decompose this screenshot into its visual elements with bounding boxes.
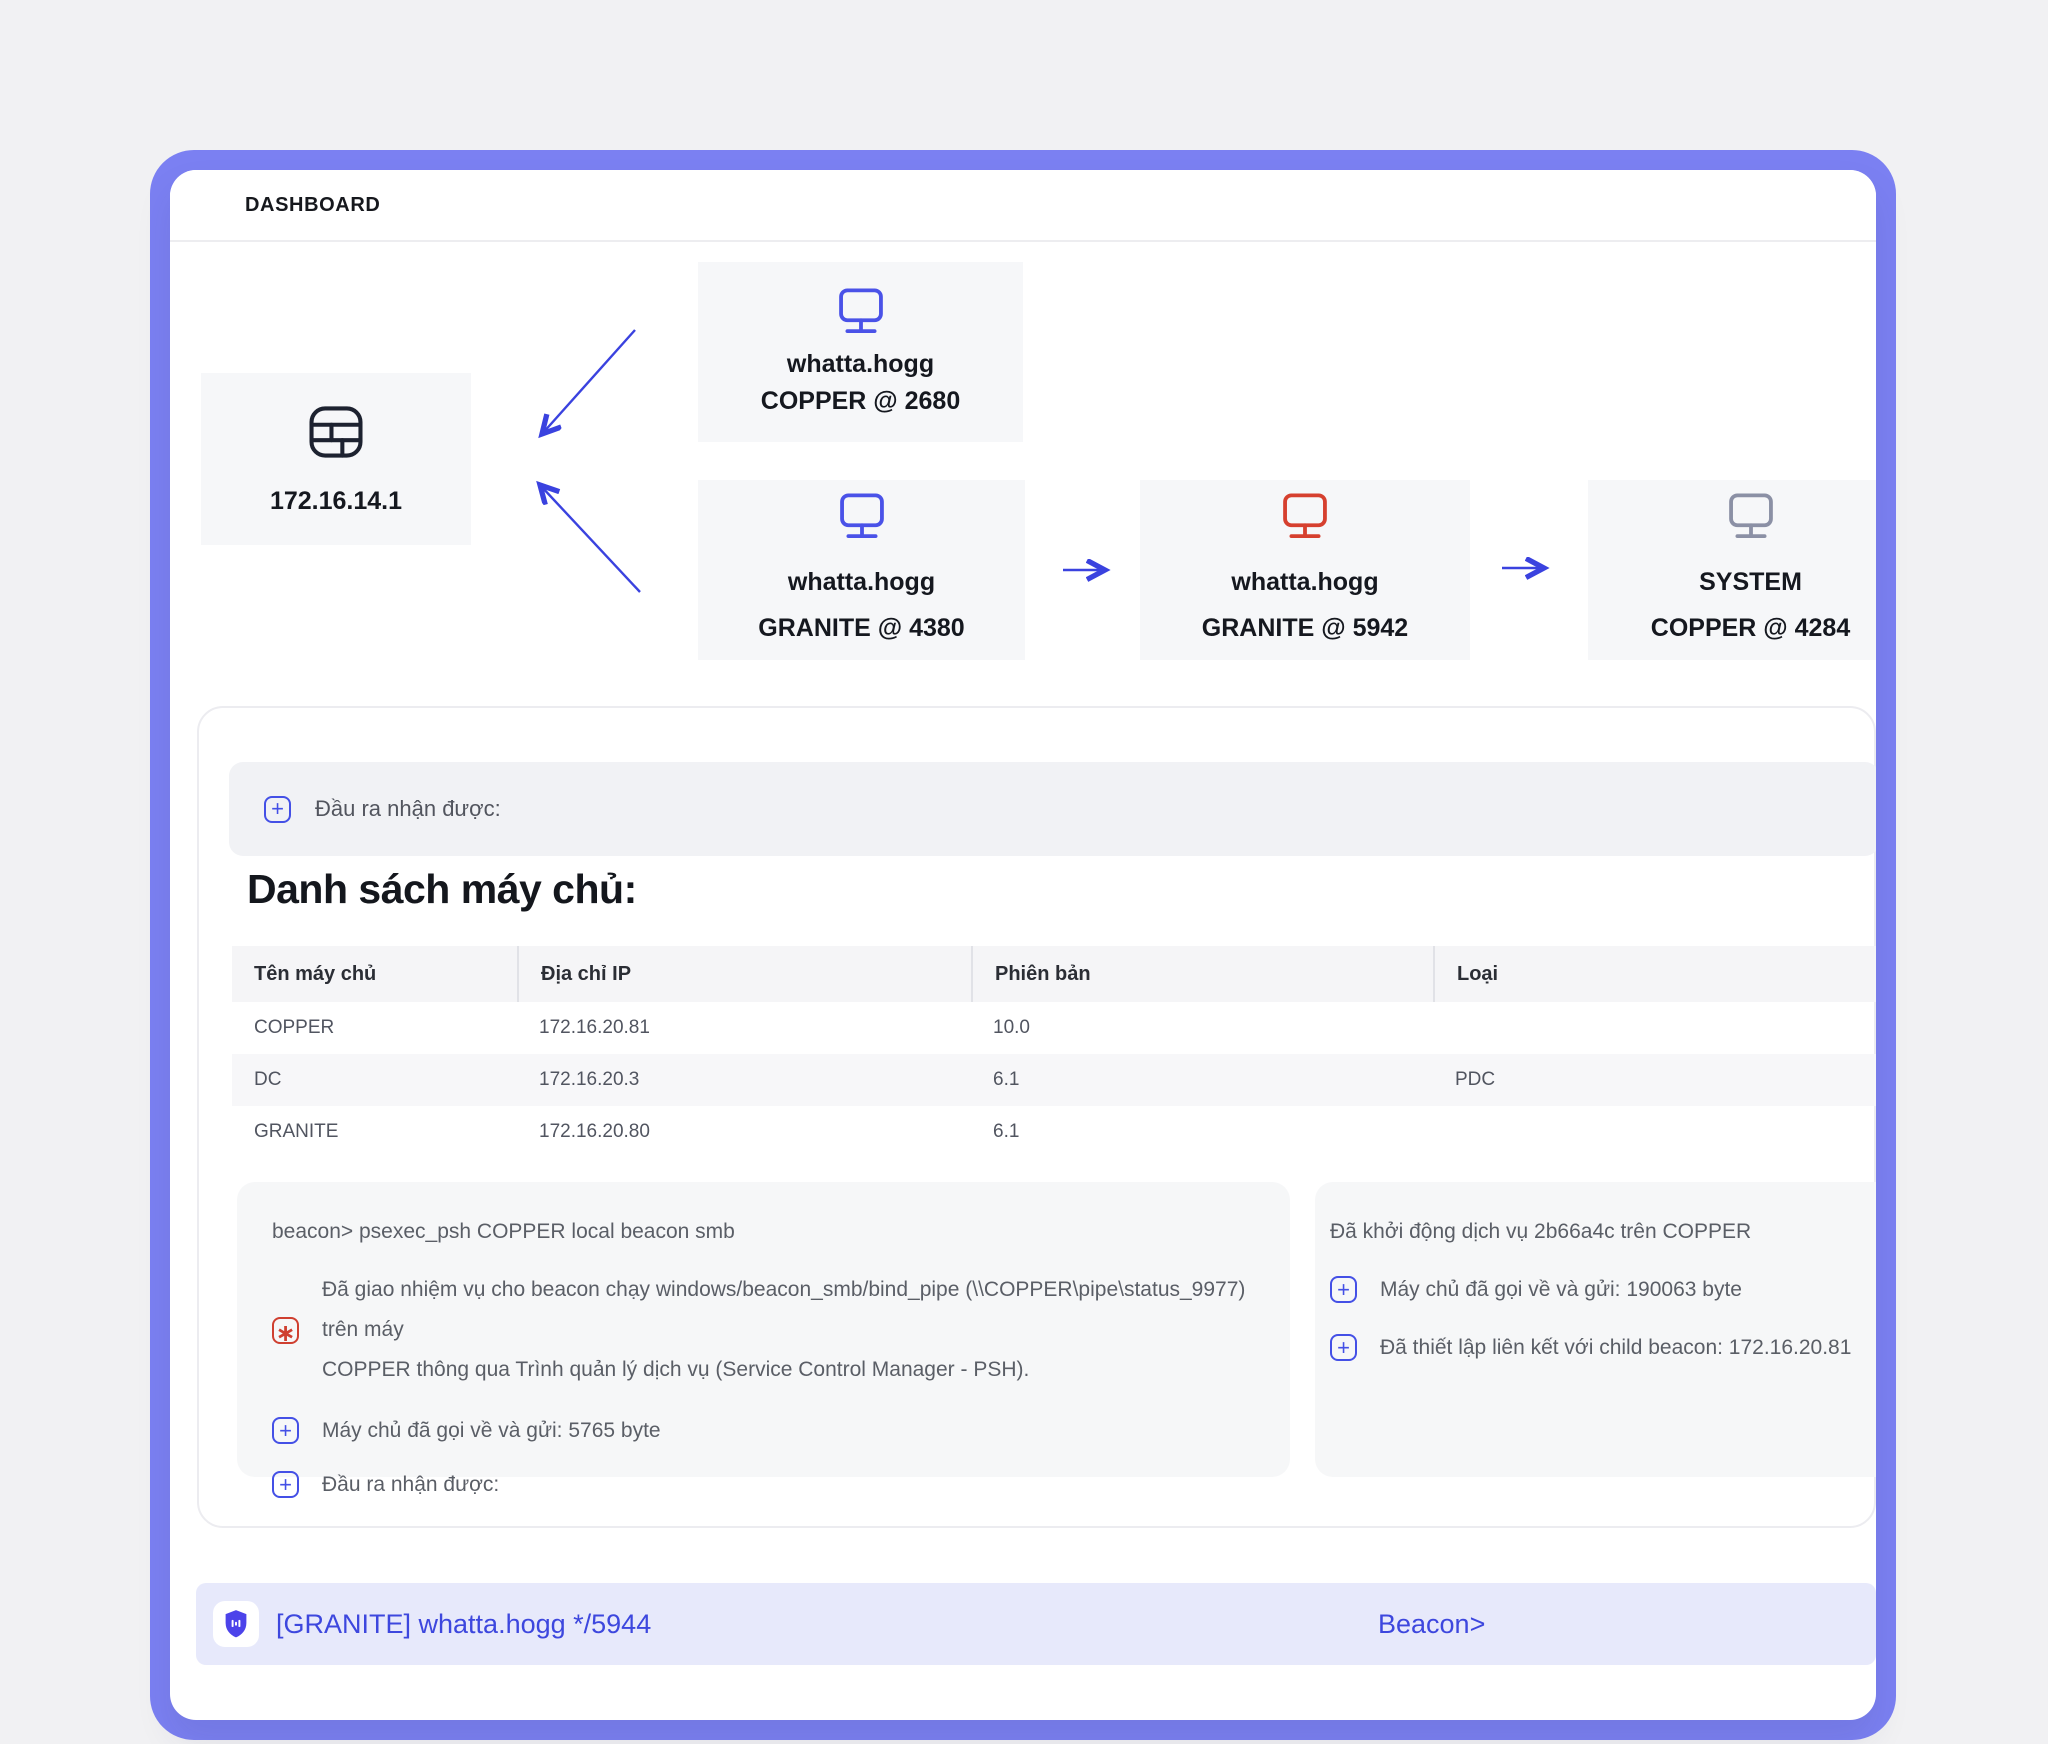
shield-badge <box>213 1601 259 1647</box>
node-granite-5942[interactable]: whatta.hogg GRANITE @ 5942 <box>1140 480 1470 660</box>
output-row[interactable]: + Đầu ra nhận được: <box>272 1471 1255 1498</box>
app-card: DASHBOARD 172.16.14.1 <box>170 170 1876 1720</box>
cell-ip: 172.16.20.3 <box>539 1069 640 1090</box>
node-session-label: GRANITE @ 5942 <box>1201 614 1409 642</box>
output-collapse-row[interactable]: + Đầu ra nhận được: <box>229 762 1876 856</box>
cell-ip: 172.16.20.80 <box>539 1121 650 1142</box>
col-version: Phiên bản <box>971 946 1433 1002</box>
expand-plus-icon[interactable]: + <box>1330 1276 1357 1303</box>
cell-version: 6.1 <box>993 1069 1020 1090</box>
table-header-row: Tên máy chủ Địa chỉ IP Phiên bản Loại <box>232 946 1876 1002</box>
col-type: Loại <box>1433 946 1876 1002</box>
cell-hostname: COPPER <box>254 1017 335 1038</box>
host-table: Tên máy chủ Địa chỉ IP Phiên bản Loại CO… <box>232 946 1876 1158</box>
node-granite-4380[interactable]: whatta.hogg GRANITE @ 4380 <box>698 480 1025 660</box>
cell-hostname: DC <box>254 1069 282 1090</box>
node-session-label: COPPER @ 2680 <box>760 387 961 415</box>
beacon-command-line: beacon> psexec_psh COPPER local beacon s… <box>272 1220 735 1243</box>
expand-plus-icon[interactable]: + <box>272 1417 299 1444</box>
node-host-label: whatta.hogg <box>786 350 935 378</box>
node-host-label: whatta.hogg <box>1231 568 1379 596</box>
monitor-icon <box>1728 493 1773 539</box>
sent-message: Máy chủ đã gọi về và gửi: 190063 byte <box>1380 1277 1742 1301</box>
sent-row[interactable]: + Máy chủ đã gọi về và gửi: 190063 byte <box>1330 1276 1876 1303</box>
service-started-line: Đã khởi động dịch vụ 2b66a4c trên COPPER <box>1330 1220 1752 1243</box>
results-card: + Đầu ra nhận được: Danh sách máy chủ: T… <box>197 706 1876 1528</box>
table-row: COPPER 172.16.20.81 10.0 <box>232 1002 1876 1054</box>
monitor-icon <box>1283 493 1327 539</box>
cell-type: PDC <box>1455 1069 1496 1090</box>
output-message: Đầu ra nhận được: <box>322 1472 500 1496</box>
arrow-granite4380-to-firewall <box>540 485 641 593</box>
task-row: ∗ Đã giao nhiệm vụ cho beacon chạy windo… <box>272 1270 1255 1390</box>
alert-asterisk-icon: ∗ <box>272 1316 299 1346</box>
node-copper-2680[interactable]: whatta.hogg COPPER @ 2680 <box>698 262 1023 442</box>
node-host-label: SYSTEM <box>1699 568 1802 596</box>
beacon-session-bar[interactable]: [GRANITE] whatta.hogg */5944 Beacon> <box>196 1583 1876 1665</box>
col-ip: Địa chỉ IP <box>517 946 971 1002</box>
node-firewall[interactable]: 172.16.14.1 <box>201 373 471 545</box>
cell-version: 10.0 <box>993 1017 1030 1038</box>
cell-ip: 172.16.20.81 <box>539 1017 650 1038</box>
node-session-label: GRANITE @ 4380 <box>758 614 965 642</box>
table-row: GRANITE 172.16.20.80 6.1 <box>232 1106 1876 1158</box>
node-host-label: whatta.hogg <box>787 568 936 596</box>
node-system-copper-4284[interactable]: SYSTEM COPPER @ 4284 <box>1588 480 1876 660</box>
app-frame: DASHBOARD 172.16.14.1 <box>150 150 1896 1740</box>
col-hostname: Tên máy chủ <box>254 962 377 985</box>
link-message: Đã thiết lập liên kết với child beacon: … <box>1380 1335 1852 1359</box>
cell-hostname: GRANITE <box>254 1121 339 1142</box>
expand-plus-icon[interactable]: + <box>272 1471 299 1498</box>
link-row[interactable]: + Đã thiết lập liên kết với child beacon… <box>1330 1334 1876 1361</box>
host-list-heading: Danh sách máy chủ: <box>247 866 637 912</box>
app-header: DASHBOARD <box>170 170 1876 242</box>
task-message: Đã giao nhiệm vụ cho beacon chạy windows… <box>322 1278 1246 1381</box>
firewall-ip-label: 172.16.14.1 <box>269 487 403 515</box>
shield-icon <box>225 1610 247 1638</box>
expand-plus-icon[interactable]: + <box>264 795 291 823</box>
expand-plus-icon[interactable]: + <box>1330 1334 1357 1361</box>
firewall-icon <box>309 406 363 458</box>
page-title: DASHBOARD <box>245 194 381 216</box>
table-row: DC 172.16.20.3 6.1 PDC <box>232 1054 1876 1106</box>
node-session-label: COPPER @ 4284 <box>1650 614 1851 642</box>
arrow-copper2680-to-firewall <box>542 329 636 434</box>
session-link[interactable]: [GRANITE] whatta.hogg */5944 <box>276 1608 652 1639</box>
output-collapse-label: Đầu ra nhận được: <box>315 796 501 821</box>
monitor-icon <box>838 288 883 334</box>
cell-version: 6.1 <box>993 1121 1020 1142</box>
sent-message: Máy chủ đã gọi về và gửi: 5765 byte <box>322 1418 661 1442</box>
beacon-prompt-label: Beacon> <box>1378 1608 1486 1639</box>
console-panel-right: Đã khởi động dịch vụ 2b66a4c trên COPPER… <box>1315 1182 1876 1477</box>
console-panel-left: beacon> psexec_psh COPPER local beacon s… <box>237 1182 1290 1498</box>
monitor-icon <box>839 493 884 539</box>
sent-row[interactable]: + Máy chủ đã gọi về và gửi: 5765 byte <box>272 1417 1255 1444</box>
